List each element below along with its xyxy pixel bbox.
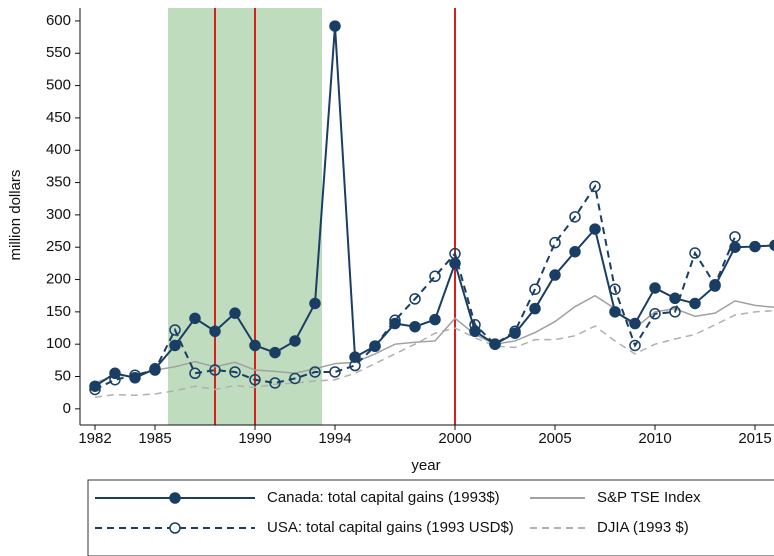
data-point <box>709 280 721 292</box>
data-point <box>349 351 361 363</box>
data-point <box>149 363 161 375</box>
data-point <box>189 312 201 325</box>
data-point <box>589 180 601 193</box>
x-tick-label: 1994 <box>318 430 351 447</box>
legend-marker <box>169 522 181 534</box>
data-point <box>89 380 101 392</box>
data-point <box>369 340 381 352</box>
x-tick-label: 2005 <box>538 430 571 447</box>
data-point <box>769 239 774 251</box>
y-tick-label: 400 <box>46 141 71 158</box>
data-point <box>309 297 321 310</box>
y-tick-label: 50 <box>54 367 71 384</box>
data-point <box>549 269 561 281</box>
data-point <box>209 325 221 338</box>
x-tick-label: 1982 <box>78 430 111 447</box>
data-point <box>109 367 121 380</box>
data-point <box>629 317 641 330</box>
data-point <box>729 231 741 243</box>
x-tick-label: 1985 <box>138 430 171 447</box>
series-line <box>94 183 736 391</box>
data-point <box>329 20 341 32</box>
data-point <box>269 346 281 359</box>
data-point <box>669 306 681 318</box>
data-point <box>249 373 261 386</box>
y-tick-label: 250 <box>46 238 71 255</box>
legend-label: USA: total capital gains (1993 USD$) <box>267 519 514 536</box>
data-point <box>729 241 741 253</box>
data-point <box>189 367 201 380</box>
y-tick-label: 350 <box>46 174 71 191</box>
data-point <box>689 247 701 259</box>
data-point <box>389 317 401 330</box>
data-point <box>309 366 321 378</box>
data-point <box>169 339 181 352</box>
data-point <box>409 293 421 305</box>
data-point <box>289 335 301 347</box>
x-tick-label: 2000 <box>438 430 471 447</box>
data-point <box>469 325 481 338</box>
data-point <box>209 364 221 376</box>
data-point <box>589 223 601 235</box>
data-point <box>289 372 301 385</box>
data-point <box>429 270 441 283</box>
y-tick-label: 200 <box>46 271 71 288</box>
data-point <box>649 308 661 320</box>
y-tick-label: 100 <box>46 335 71 352</box>
series-line <box>94 294 774 384</box>
data-point <box>409 320 421 333</box>
data-point <box>689 297 701 310</box>
y-tick-label: 150 <box>46 303 71 320</box>
data-point <box>669 292 681 305</box>
y-tick-label: 300 <box>46 206 71 223</box>
y-tick-label: 500 <box>46 77 71 94</box>
data-point <box>169 324 181 336</box>
data-point <box>649 282 661 294</box>
data-point <box>569 211 581 223</box>
data-point <box>229 307 241 319</box>
data-point <box>229 366 241 378</box>
x-tick-label: 2010 <box>638 430 671 447</box>
data-point <box>629 339 641 352</box>
x-axis-label: year <box>411 457 440 474</box>
data-point <box>249 339 261 352</box>
data-point <box>509 327 521 339</box>
x-tick-label: 2015 <box>738 430 771 447</box>
data-point <box>269 377 281 389</box>
legend-marker <box>169 492 181 504</box>
plot-area <box>89 8 774 425</box>
data-point <box>609 306 621 318</box>
y-axis-label: million dollars <box>7 170 24 261</box>
data-point <box>549 236 561 249</box>
y-tick-label: 0 <box>63 400 71 417</box>
y-tick-label: 450 <box>46 109 71 126</box>
legend-label: DJIA (1993 $) <box>597 519 689 536</box>
data-point <box>529 302 541 315</box>
legend <box>87 479 774 556</box>
data-point <box>449 257 461 270</box>
data-point <box>329 366 341 378</box>
y-tick-label: 550 <box>46 44 71 61</box>
data-point <box>529 283 541 295</box>
data-point <box>749 240 761 253</box>
data-point <box>129 372 141 384</box>
data-point <box>489 338 501 350</box>
x-tick-label: 1990 <box>238 430 271 447</box>
series-line <box>94 309 774 398</box>
data-point <box>569 245 581 258</box>
y-tick-label: 600 <box>46 12 71 29</box>
shaded-region <box>168 8 322 425</box>
legend-label: S&P TSE Index <box>597 489 701 506</box>
data-point <box>429 313 441 326</box>
legend-label: Canada: total capital gains (1993$) <box>267 489 500 506</box>
